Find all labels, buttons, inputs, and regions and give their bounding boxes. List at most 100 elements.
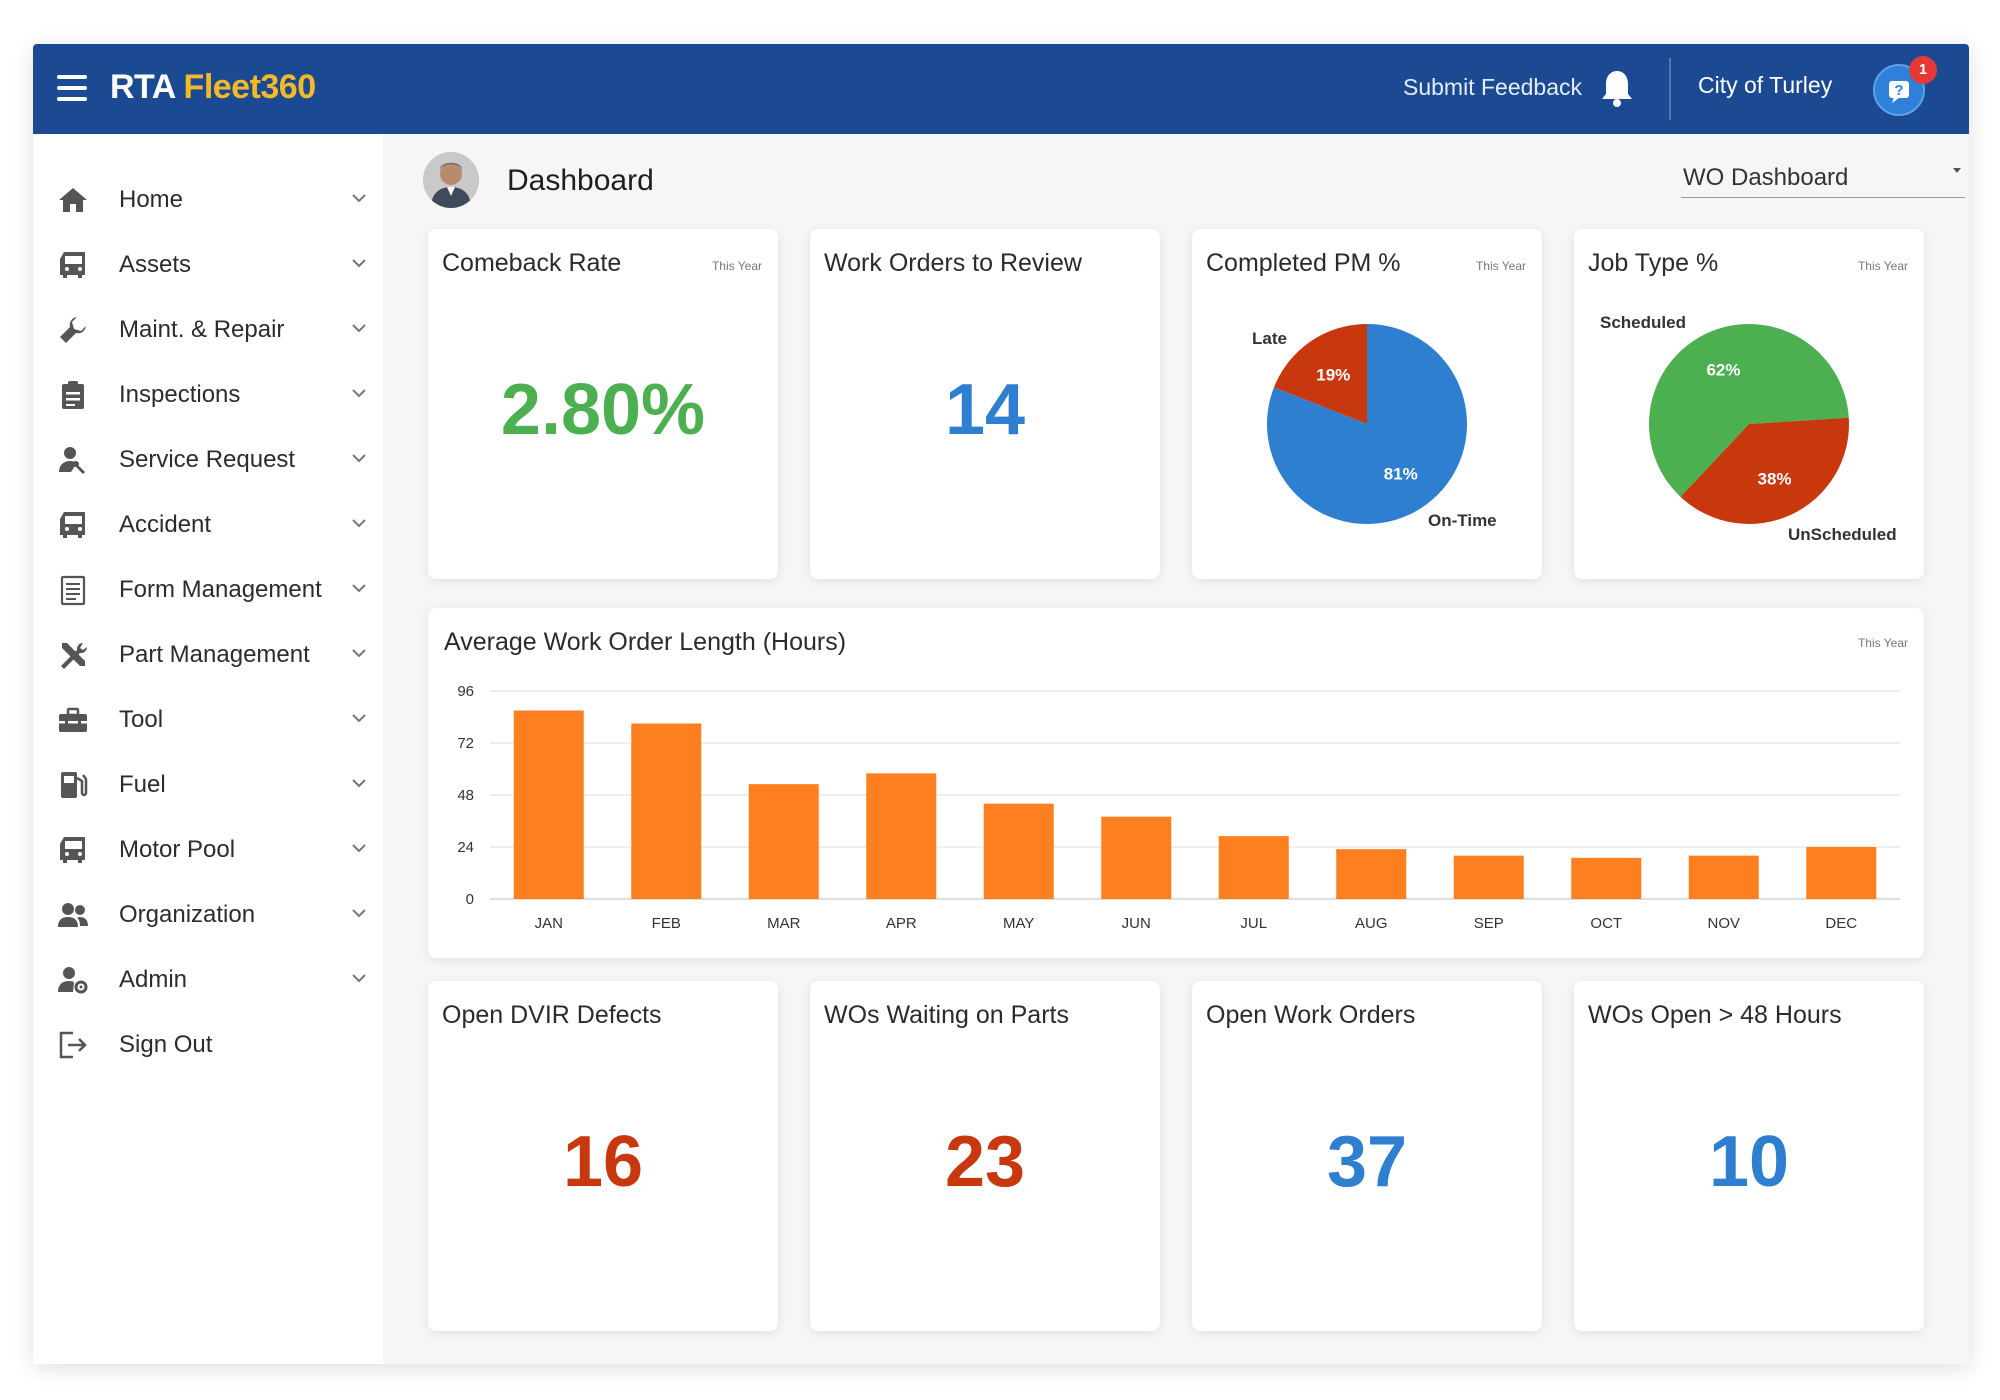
bar-apr[interactable] [866,773,937,899]
x-tick-label: JUL [1240,915,1267,932]
wos-waiting-on-parts-card[interactable]: WOs Waiting on Parts 23 [810,981,1160,1331]
bar-aug[interactable] [1336,849,1407,899]
top-bar: RTA Fleet360 Submit Feedback City of Tur… [33,44,1969,134]
sidebar-item-inspections[interactable]: Inspections [33,363,383,427]
sidebar-item-tool[interactable]: Tool [33,688,383,752]
chevron-down-icon [352,194,366,203]
card-title: Open Work Orders [1206,1001,1416,1029]
bell-icon[interactable] [1599,68,1635,108]
unscheduled-legend-label: UnScheduled [1788,525,1897,544]
submit-feedback-link[interactable]: Submit Feedback [1403,74,1582,100]
menu-icon[interactable] [57,75,87,101]
dashboard-select[interactable]: WO Dashboard [1681,152,1965,198]
chevron-down-icon [352,714,366,723]
x-tick-label: JUN [1122,915,1151,932]
chevron-down-icon [352,389,366,398]
sidebar-item-label: Motor Pool [119,836,236,863]
sidebar-item-assets[interactable]: Assets [33,233,383,297]
dashboard-select-value: WO Dashboard [1683,164,1849,191]
job-type-pie-chart: 62% 38% [1649,324,1849,524]
bar-mar[interactable] [748,784,819,899]
sidebar-item-home[interactable]: Home [33,168,383,232]
on-time-percent-label: 81% [1384,465,1418,484]
card-title: Work Orders to Review [824,249,1082,277]
comeback-rate-value: 2.80% [500,370,706,450]
x-tick-label: MAY [1003,915,1034,932]
bar-sep[interactable] [1453,855,1524,899]
clipboard-icon [62,381,84,409]
tools-icon [61,642,88,669]
sidebar-item-motor-pool[interactable]: Motor Pool [33,818,383,882]
sidebar-item-sign-out[interactable]: Sign Out [33,1013,383,1077]
sidebar-item-maint-repair[interactable]: Maint. & Repair [33,298,383,362]
form-icon [60,575,86,606]
sidebar-item-accident[interactable]: Accident [33,493,383,557]
sidebar-item-form-management[interactable]: Form Management [33,558,383,622]
caret-down-icon [1953,168,1961,173]
completed-pm-card[interactable]: Completed PM % This Year 81% 19% Late On-… [1192,229,1542,579]
scheduled-legend-label: Scheduled [1600,313,1686,332]
comeback-rate-card[interactable]: Comeback Rate This Year 2.80% [428,229,778,579]
svg-text:?: ? [1894,82,1903,99]
card-title: WOs Waiting on Parts [824,1001,1069,1029]
logo-text-fleet360: Fleet360 [183,68,317,106]
on-time-legend-label: On-Time [1428,511,1497,530]
avg-work-order-length-bar-chart: 0 24 48 72 96 JAN FEB MAR APR MAY JUN JUL AUG SEP OCT N… [457,683,1900,932]
sidebar-item-organization[interactable]: Organization [33,883,383,947]
late-legend-label: Late [1252,329,1287,348]
sidebar-item-label: Part Management [119,641,310,668]
sidebar-item-label: Inspections [119,381,241,408]
bar-oct[interactable] [1571,857,1642,899]
sidebar-item-admin[interactable]: Admin [33,948,383,1012]
unscheduled-slice[interactable] [1680,417,1849,524]
job-type-card[interactable]: Job Type % This Year 62% 38% Scheduled Un… [1574,229,1924,579]
organization-name[interactable]: City of Turley [1698,72,1833,98]
app-logo[interactable]: RTA Fleet360 [110,68,316,107]
late-slice[interactable] [1274,324,1367,424]
sidebar-item-service-request[interactable]: Service Request [33,428,383,492]
open-work-orders-value: 37 [1326,1122,1408,1202]
bar-jul[interactable] [1218,836,1289,899]
x-tick-label: APR [886,915,917,932]
chevron-down-icon [352,974,366,983]
bar-jan[interactable] [513,710,584,900]
card-title: Job Type % [1588,249,1719,277]
sidebar-item-label: Service Request [119,446,296,473]
sidebar-item-label: Sign Out [119,1031,213,1058]
unscheduled-percent-label: 38% [1758,469,1792,488]
x-tick-label: MAR [767,915,801,932]
toolbox-icon [59,707,87,732]
sidebar-item-label: Admin [119,966,188,993]
chevron-down-icon [352,324,366,333]
chevron-down-icon [352,584,366,593]
x-tick-label: AUG [1355,915,1388,932]
bar-jun[interactable] [1101,816,1172,899]
wos-open-48-hours-card[interactable]: WOs Open > 48 Hours 10 [1574,981,1924,1331]
bar-nov[interactable] [1688,855,1759,899]
sidebar-item-label: Organization [119,901,256,928]
x-tick-label: OCT [1590,915,1622,932]
bar-dec[interactable] [1806,847,1877,899]
sidebar-item-fuel[interactable]: Fuel [33,753,383,817]
avg-work-order-length-card[interactable]: Average Work Order Length (Hours) This Y… [428,608,1924,958]
chevron-down-icon [352,519,366,528]
sidebar-item-label: Fuel [119,771,166,798]
user-avatar[interactable] [423,152,479,208]
work-orders-to-review-card[interactable]: Work Orders to Review 14 [810,229,1160,579]
period-label: This Year [1857,636,1908,650]
sidebar-item-part-management[interactable]: Part Management [33,623,383,687]
scheduled-slice[interactable] [1649,324,1849,497]
home-icon [59,188,87,212]
open-work-orders-card[interactable]: Open Work Orders 37 [1192,981,1542,1331]
wrench-icon [60,317,86,343]
card-title: Comeback Rate [442,249,622,277]
x-tick-label: DEC [1825,915,1857,932]
y-tick-label: 48 [457,787,474,804]
open-dvir-defects-card[interactable]: Open DVIR Defects 16 [428,981,778,1331]
vehicle-icon [60,837,85,863]
bar-may[interactable] [983,803,1054,899]
bar-feb[interactable] [631,723,702,900]
app-window: RTA Fleet360 Submit Feedback City of Tur… [33,44,1969,1364]
sidebar-item-label: Home [119,186,184,213]
card-title: WOs Open > 48 Hours [1588,1001,1842,1029]
